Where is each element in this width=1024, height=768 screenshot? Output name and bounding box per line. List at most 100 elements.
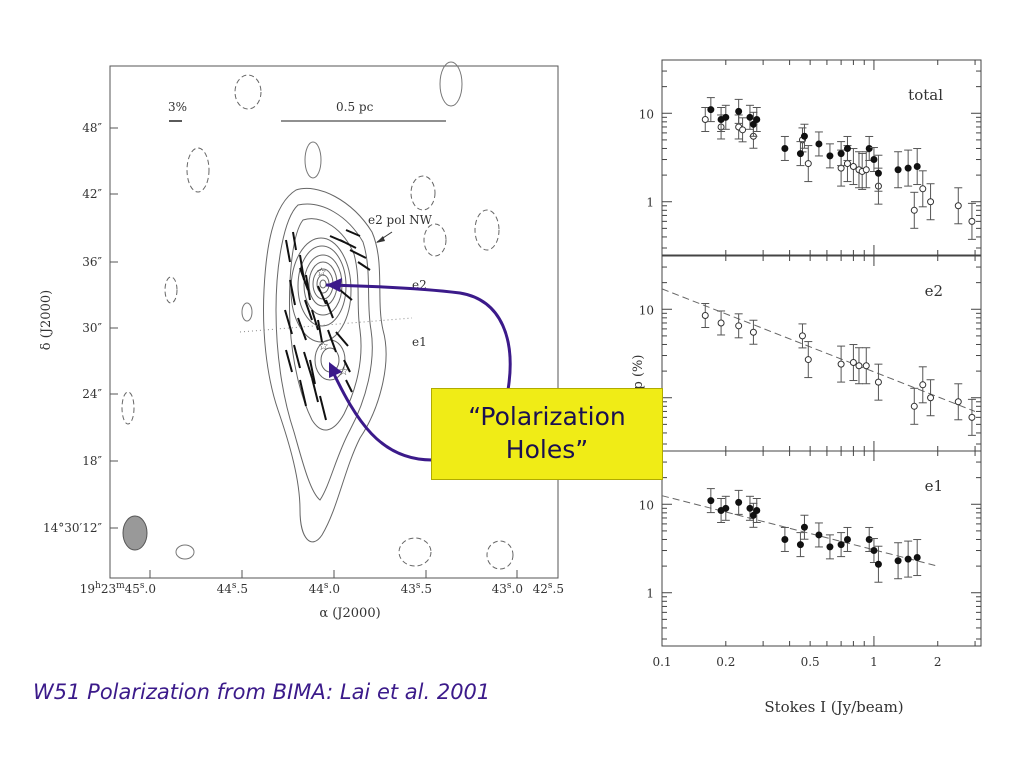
tick-label-part: s — [324, 581, 329, 591]
data-point-filled — [707, 497, 715, 505]
x-tick-label: 2 — [934, 655, 942, 669]
arrowhead — [376, 236, 385, 243]
panel-label-total: total — [908, 86, 943, 104]
polarization-vector — [299, 379, 307, 407]
y-tick-label: 10 — [639, 498, 654, 512]
data-point-open — [862, 362, 870, 370]
data-point-filled — [815, 531, 823, 539]
tick-label-part: 42 — [533, 582, 548, 596]
contour — [439, 61, 463, 107]
x-tick-label: 0.2 — [716, 655, 735, 669]
ra-tick-label: 43s.0 — [492, 581, 523, 596]
ra-tick-label: 44s.0 — [309, 581, 340, 596]
arrowhead — [329, 362, 342, 378]
polarization-vector — [289, 279, 296, 306]
polarization-vector — [345, 379, 353, 393]
polarization-vector — [317, 319, 323, 343]
data-point-filled — [746, 504, 754, 512]
label-e2-pol-nw: e2 pol NW — [368, 213, 433, 227]
data-point-open — [874, 378, 882, 386]
data-point-filled — [753, 116, 761, 124]
data-point-filled — [722, 504, 730, 512]
dec-ticks: 48″ 42″ 36″ 30″ 24″ 18″ 14°30′12″ — [43, 121, 118, 535]
callout-arrow-e1 — [330, 369, 433, 462]
data-point-filled — [781, 535, 789, 543]
data-point-open — [701, 312, 709, 320]
data-point-open — [749, 328, 757, 336]
polarization-vector — [319, 395, 327, 421]
tick-label-part: .0 — [145, 582, 156, 596]
tick-label-part: s — [232, 581, 237, 591]
panel-frame — [661, 59, 982, 256]
contour — [304, 141, 322, 179]
label-e1: e1 — [412, 335, 427, 349]
polarization-vector — [345, 229, 361, 237]
polarization-vector — [285, 349, 293, 373]
tick-label-part: .0 — [329, 582, 340, 596]
data-point-filled — [796, 541, 804, 549]
data-point-open — [804, 356, 812, 364]
data-point-open — [849, 359, 857, 367]
data-point-filled — [837, 541, 845, 549]
panel-label-e2: e2 — [925, 282, 943, 300]
data-point-open — [968, 413, 976, 421]
polarization-vector — [325, 299, 334, 319]
neg-contour — [474, 209, 500, 251]
data-point-filled — [843, 144, 851, 152]
polarization-vector — [304, 299, 313, 321]
scale-percent-label: 3% — [168, 100, 187, 114]
data-point-open — [855, 362, 863, 370]
tick-label-part: 19 — [80, 582, 95, 596]
data-point-filled — [735, 498, 743, 506]
ra-tick-label: 44s.5 — [217, 581, 248, 596]
source-contours — [263, 188, 387, 543]
tick-label-part: s — [416, 581, 421, 591]
data-point-filled — [865, 535, 873, 543]
data-point-open — [919, 381, 927, 389]
polarization-vector — [327, 329, 337, 353]
star-marker: ☆ — [316, 265, 327, 279]
star-marker: ☆ — [318, 339, 329, 353]
data-point-filled — [800, 132, 808, 140]
data-point-filled — [707, 106, 715, 114]
neg-contour — [410, 175, 436, 211]
contour — [319, 279, 327, 289]
data-point-filled — [894, 557, 902, 565]
plot-x-axis-title: Stokes I (Jy/beam) — [764, 698, 903, 716]
tick-label-part: h — [95, 581, 101, 591]
tick-label-part: 43 — [401, 582, 416, 596]
tick-label-part: s — [548, 581, 553, 591]
data-point-open — [927, 198, 935, 206]
neg-contour — [423, 223, 447, 257]
callout-arrow-e2 — [325, 283, 512, 391]
data-point-open — [927, 394, 935, 402]
polarization-vector — [357, 261, 371, 271]
data-point-filled — [735, 107, 743, 115]
data-point-open — [843, 160, 851, 168]
contour — [289, 218, 362, 431]
tick-label-part: .5 — [237, 582, 248, 596]
y-tick-label: 1 — [646, 196, 654, 210]
neg-contour — [121, 391, 135, 425]
data-point-open — [954, 202, 962, 210]
outlying-contours — [175, 61, 463, 560]
y-tick-label: 1 — [646, 587, 654, 601]
y-tick-label: 10 — [639, 107, 654, 121]
tick-label-part: .5 — [553, 582, 564, 596]
data-point-filled — [865, 144, 873, 152]
polarization-holes-callout: “Polarization Holes” — [431, 388, 663, 480]
fit-line — [661, 495, 938, 567]
tick-label-part: 43 — [492, 582, 507, 596]
polarization-vector — [299, 267, 309, 291]
data-point-open — [837, 360, 845, 368]
callout-line-1: “Polarization — [468, 402, 626, 431]
data-point-filled — [800, 523, 808, 531]
data-point-filled — [904, 555, 912, 563]
data-point-open — [701, 116, 709, 124]
data-point-open — [968, 217, 976, 225]
star-marker: ☆ — [338, 364, 349, 378]
map-frame — [109, 65, 559, 579]
data-point-open — [735, 322, 743, 330]
polarization-vector — [339, 289, 353, 301]
